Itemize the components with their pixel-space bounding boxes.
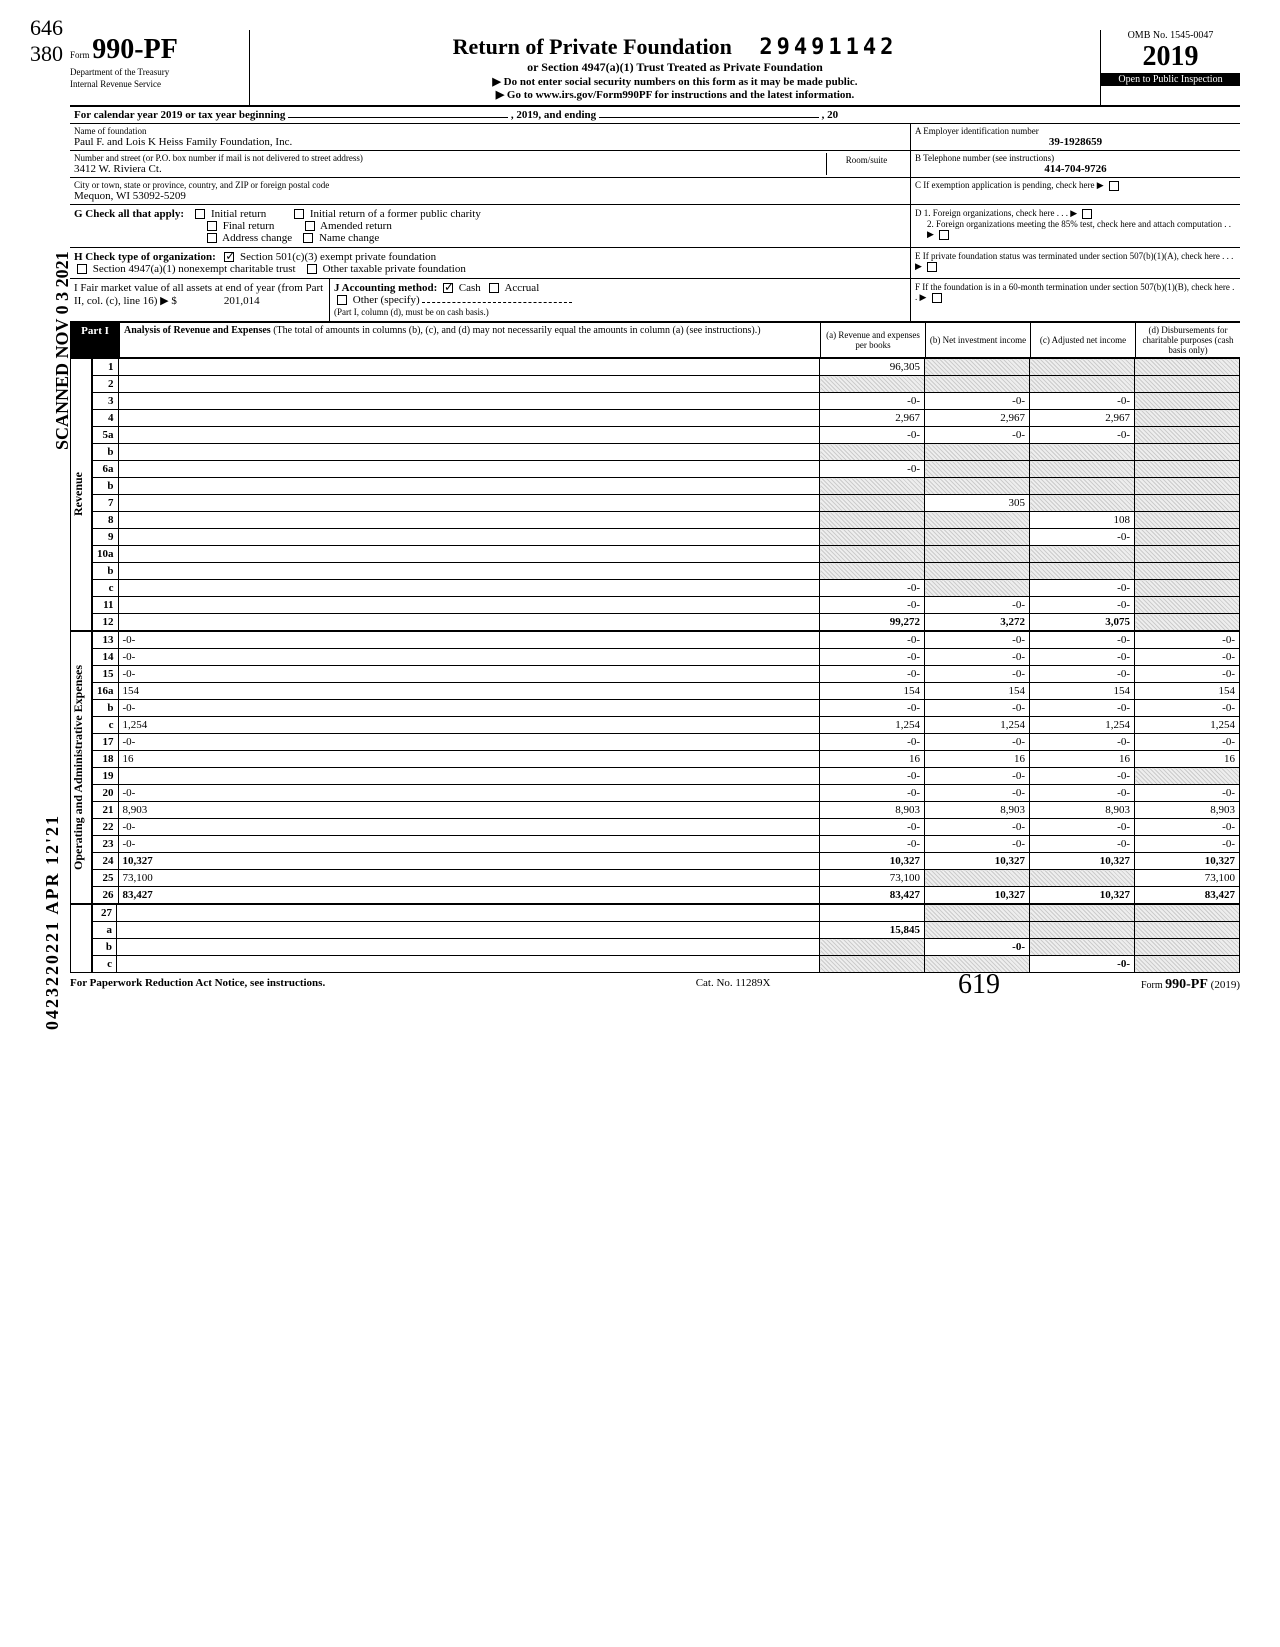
form-header: Form 990-PF Department of the Treasury I… [70, 30, 1240, 107]
dept: Department of the Treasury [70, 67, 169, 77]
stamp-apr-vertical: 0423220221 APR 12'21 [42, 814, 63, 1030]
table-row: 15-0--0--0--0--0- [93, 666, 1240, 683]
handwritten-topleft: 646 380 [30, 15, 63, 67]
form-title: Return of Private Foundation 29491142 [258, 34, 1092, 60]
revenue-section: Revenue 196,30523-0--0--0-42,9672,9672,9… [70, 358, 1240, 631]
table-row: 20-0--0--0--0--0- [93, 785, 1240, 802]
box-c: C If exemption application is pending, c… [911, 178, 1240, 193]
col-d-header: (d) Disbursements for charitable purpose… [1135, 323, 1240, 357]
g-label: G Check all that apply: [74, 208, 184, 220]
calendar-year-row: For calendar year 2019 or tax year begin… [70, 107, 1240, 124]
table-row: 17-0--0--0--0--0- [93, 734, 1240, 751]
form-warn: ▶ Do not enter social security numbers o… [258, 75, 1092, 88]
section-ij-row: I Fair market value of all assets at end… [70, 279, 1240, 322]
street-address: 3412 W. Riviera Ct. [74, 163, 826, 175]
table-row: 16a154154154154154 [93, 683, 1240, 700]
net-section: 27a15,845b-0-c-0- [70, 904, 1240, 973]
table-row: 3-0--0--0- [93, 393, 1240, 410]
address-label: Number and street (or P.O. box number if… [74, 153, 826, 163]
footer-left: For Paperwork Reduction Act Notice, see … [70, 977, 325, 993]
part1-header: Part I Analysis of Revenue and Expenses … [70, 322, 1240, 358]
form-word: Form [70, 50, 90, 60]
table-row: 19-0--0--0- [93, 768, 1240, 785]
form-number: 990-PF [92, 34, 178, 65]
table-row: b [93, 563, 1240, 580]
table-row: c1,2541,2541,2541,2541,254 [93, 717, 1240, 734]
identity-grid: Name of foundation Paul F. and Lois K He… [70, 124, 1240, 205]
form-subtitle: or Section 4947(a)(1) Trust Treated as P… [258, 60, 1092, 75]
table-row: b-0- [93, 939, 1240, 956]
table-row: 22-0--0--0--0--0- [93, 819, 1240, 836]
section-g-row: G Check all that apply: Initial return I… [70, 205, 1240, 248]
table-row: b [93, 478, 1240, 495]
expenses-side-label: Operating and Administrative Expenses [70, 631, 92, 904]
table-row: 42,9672,9672,967 [93, 410, 1240, 427]
table-row: 2683,42783,42710,32710,32783,427 [93, 887, 1240, 904]
table-row: 23-0--0--0--0--0- [93, 836, 1240, 853]
ein-label: A Employer identification number [915, 126, 1236, 136]
phone: 414-704-9726 [915, 163, 1236, 175]
expenses-section: Operating and Administrative Expenses 13… [70, 631, 1240, 904]
footer-right: Form 990-PF (2019) [1141, 977, 1240, 993]
name-label: Name of foundation [74, 126, 906, 136]
foundation-name: Paul F. and Lois K Heiss Family Foundati… [74, 136, 906, 148]
table-row: 218,9038,9038,9038,9038,903 [93, 802, 1240, 819]
phone-label: B Telephone number (see instructions) [915, 153, 1236, 163]
table-row: 5a-0--0--0- [93, 427, 1240, 444]
table-row: 1299,2723,2723,075 [93, 614, 1240, 631]
table-row: 13-0--0--0--0--0- [93, 632, 1240, 649]
page-footer: For Paperwork Reduction Act Notice, see … [70, 973, 1240, 993]
public-inspection: Open to Public Inspection [1101, 73, 1240, 86]
i-value: 201,014 [180, 295, 260, 307]
room-suite: Room/suite [826, 153, 906, 175]
barcode-number: 29491142 [759, 35, 897, 60]
table-row: 11-0--0--0- [93, 597, 1240, 614]
form-goto: ▶ Go to www.irs.gov/Form990PF for instru… [258, 88, 1092, 101]
j-note: (Part I, column (d), must be on cash bas… [334, 307, 489, 317]
table-row: 2573,10073,10073,100 [93, 870, 1240, 887]
table-row: 6a-0- [93, 461, 1240, 478]
tax-year: 2019 [1101, 41, 1240, 73]
city-state-zip: Mequon, WI 53092-5209 [74, 190, 906, 202]
part1-title: Analysis of Revenue and Expenses [124, 325, 271, 336]
irs: Internal Revenue Service [70, 79, 161, 89]
part1-label: Part I [70, 323, 120, 357]
part1-desc: (The total of amounts in columns (b), (c… [273, 325, 760, 336]
table-row: c-0--0- [93, 580, 1240, 597]
revenue-side-label: Revenue [70, 358, 92, 631]
table-row: 196,305 [93, 359, 1240, 376]
table-row: 14-0--0--0--0--0- [93, 649, 1240, 666]
table-row: 9-0- [93, 529, 1240, 546]
col-b-header: (b) Net investment income [925, 323, 1030, 357]
table-row: 2410,32710,32710,32710,32710,327 [93, 853, 1240, 870]
table-row: 10a [93, 546, 1240, 563]
box-e: E If private foundation status was termi… [910, 248, 1240, 278]
h-label: H Check type of organization: [74, 251, 216, 263]
table-row: b [93, 444, 1240, 461]
ein: 39-1928659 [915, 136, 1236, 148]
box-f: F If the foundation is in a 60-month ter… [910, 279, 1240, 321]
table-row: b-0--0--0--0--0- [93, 700, 1240, 717]
section-h-row: H Check type of organization: Section 50… [70, 248, 1240, 279]
table-row: 27 [93, 905, 1240, 922]
col-a-header: (a) Revenue and expenses per books [820, 323, 925, 357]
box-d1: D 1. Foreign organizations, check here .… [915, 208, 1236, 219]
col-c-header: (c) Adjusted net income [1030, 323, 1135, 357]
table-row: a15,845 [93, 922, 1240, 939]
city-label: City or town, state or province, country… [74, 180, 906, 190]
table-row: 8108 [93, 512, 1240, 529]
handwritten-signature: 619 [958, 969, 1000, 1001]
table-row: c-0- [93, 956, 1240, 973]
box-d2: 2. Foreign organizations meeting the 85%… [915, 219, 1236, 240]
table-row: 2 [93, 376, 1240, 393]
table-row: 181616161616 [93, 751, 1240, 768]
j-label: J Accounting method: [334, 282, 437, 294]
omb-number: OMB No. 1545-0047 [1101, 30, 1240, 41]
footer-mid: Cat. No. 11289X [696, 977, 771, 993]
table-row: 7305 [93, 495, 1240, 512]
